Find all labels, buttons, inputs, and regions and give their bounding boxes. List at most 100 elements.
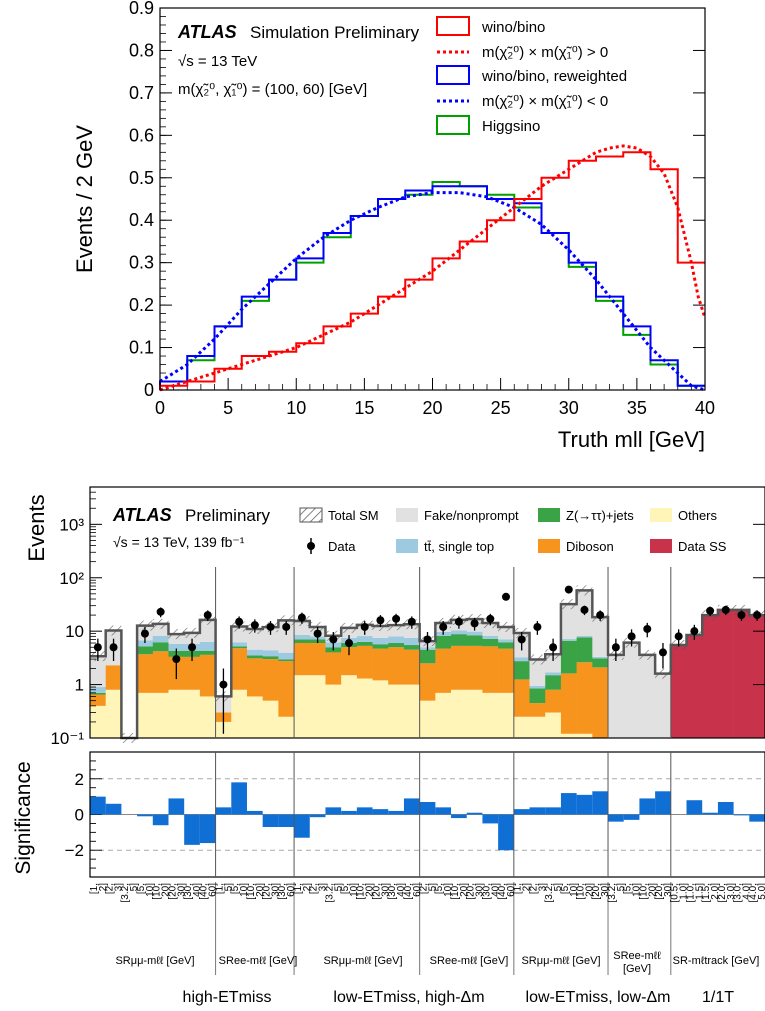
- significance-bar: [278, 814, 295, 827]
- stack-segment: [278, 661, 295, 717]
- data-point: [439, 622, 448, 631]
- bin-label: 1.0]: [679, 883, 690, 900]
- bin-label: [10,: [575, 883, 586, 900]
- bin-label: 10]: [349, 883, 360, 897]
- region-label: SRee-mℓℓ: [613, 950, 661, 962]
- stack-segment: [529, 688, 546, 704]
- data-point: [345, 639, 354, 648]
- stack-segment: [749, 615, 765, 738]
- bottom-y-axis: 10⁻¹ 1 10 10² 10³: [50, 486, 765, 748]
- bin-label: 5]: [129, 883, 140, 892]
- stack-segment: [576, 733, 593, 738]
- bin-label: [30,: [183, 883, 194, 900]
- bin-label: 3]: [537, 883, 548, 892]
- bin-label: 10]: [239, 883, 250, 897]
- stack-segment: [529, 703, 546, 717]
- stack-segment: [466, 689, 483, 738]
- stack-segment: [372, 680, 389, 738]
- stack-segment: [482, 646, 499, 693]
- data-point: [250, 621, 259, 630]
- stack-segment: [372, 644, 389, 649]
- legend-label-others: Others: [678, 508, 718, 523]
- stack-segment: [733, 609, 750, 738]
- data-point: [329, 635, 338, 644]
- data-point: [297, 613, 306, 622]
- stack-segment: [545, 675, 562, 690]
- legend-swatch-diboson: [538, 539, 560, 553]
- data-point: [313, 629, 322, 638]
- data-point: [533, 622, 542, 631]
- bin-label: 20]: [459, 883, 470, 897]
- stack-segment: [717, 609, 734, 738]
- significance-bar: [498, 814, 514, 851]
- stack-segment: [231, 648, 248, 690]
- bin-label: [5,: [340, 883, 351, 894]
- bin-label: 2]: [302, 883, 313, 892]
- data-point: [376, 616, 385, 625]
- bottom-y-axis-label: Events: [24, 494, 49, 561]
- data-point: [360, 622, 369, 631]
- data-point: [721, 605, 730, 614]
- data-point: [140, 629, 149, 638]
- top-y-tick-label: 0.5: [129, 168, 154, 188]
- stack-segment: [184, 632, 201, 644]
- top-x-tick-label: 10: [286, 398, 306, 418]
- significance-frame: [89, 751, 765, 878]
- bin-label: 10]: [632, 883, 643, 897]
- bin-label: [5,: [623, 883, 634, 894]
- stack-segment: [356, 645, 373, 679]
- stack-segment: [278, 659, 295, 662]
- data-point: [282, 622, 291, 631]
- bin-label: [1,: [214, 883, 225, 894]
- stack-segment: [388, 684, 405, 738]
- stack-segment: [262, 656, 279, 660]
- significance-bar: [372, 809, 389, 815]
- bin-label: [20,: [262, 883, 273, 900]
- bin-label: 60]: [412, 883, 423, 897]
- significance-bar: [560, 793, 577, 815]
- stack-segment: [388, 636, 405, 644]
- stack-segment: [262, 700, 279, 738]
- stack-segment: [608, 654, 625, 738]
- significance-bar: [356, 807, 373, 815]
- bin-label: [3.2,: [120, 883, 131, 902]
- bottom-y-tick-label: 10³: [59, 515, 84, 534]
- significance-bar: [466, 812, 483, 815]
- legend-swatch-data: [307, 542, 315, 550]
- data-point: [753, 611, 762, 620]
- significance-bar: [749, 814, 765, 822]
- top-x-tick-label: 30: [559, 398, 579, 418]
- significance-bar: [105, 803, 122, 815]
- stack-segment: [498, 642, 515, 649]
- bin-label: [10,: [246, 883, 257, 900]
- legend-label-reweighted: wino/bino, reweighted: [481, 68, 627, 85]
- stack-segment: [513, 661, 530, 680]
- bottom-atlas-tag: Preliminary: [185, 506, 271, 525]
- top-x-axis: 0 5 10 15 20 25 30 35 40: [155, 378, 715, 418]
- significance-bars: [90, 782, 765, 851]
- bin-label: 40]: [192, 883, 203, 897]
- bin-label: [30,: [277, 883, 288, 900]
- significance-bar: [309, 814, 326, 818]
- bin-label: 5]: [333, 883, 344, 892]
- significance-bar: [184, 814, 200, 845]
- top-x-tick-label: 40: [695, 398, 715, 418]
- region-labels: SRμμ-mℓℓ [GeV] SRee-mℓℓ [GeV] SRμμ-mℓℓ […: [115, 950, 759, 975]
- legend-label-datass: Data SS: [678, 539, 727, 554]
- data-point: [643, 624, 652, 633]
- stack-segment: [529, 685, 546, 689]
- bottom-y-tick-label: 10: [65, 622, 84, 641]
- top-y-tick-label: 0.8: [129, 40, 154, 60]
- stack-segment: [105, 689, 122, 738]
- bin-label: 40]: [490, 883, 501, 897]
- significance-bar: [419, 802, 436, 815]
- significance-bar: [655, 791, 671, 815]
- stack-segment: [294, 634, 311, 640]
- top-frame: [159, 7, 706, 391]
- bottom-y-tick-label: 10⁻¹: [50, 729, 84, 748]
- significance-bar: [576, 794, 593, 815]
- stack-segment: [278, 716, 295, 738]
- stack-segment: [403, 637, 420, 646]
- stack-segment: [592, 617, 609, 657]
